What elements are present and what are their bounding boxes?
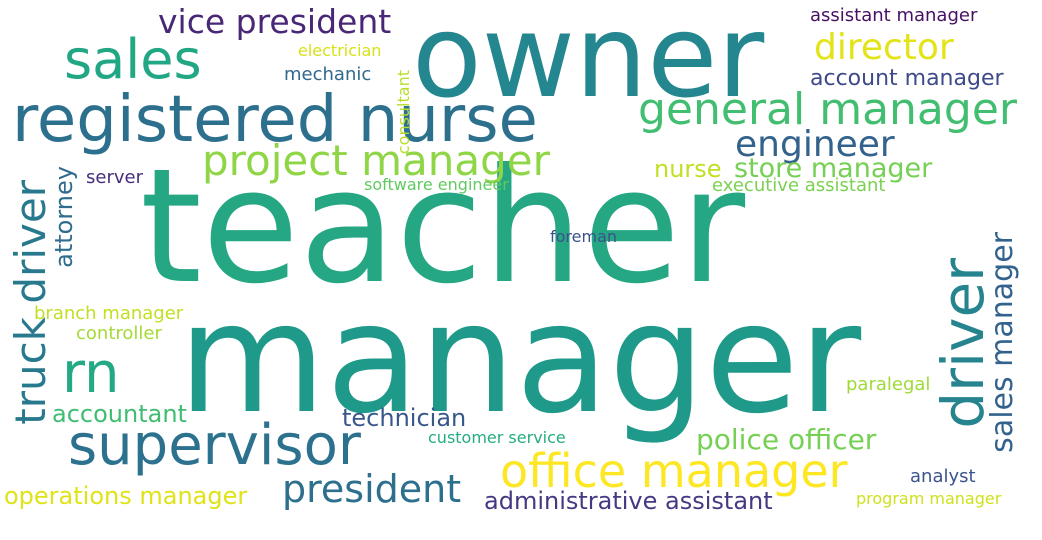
word-registered-nurse: registered nurse bbox=[12, 83, 538, 157]
word-store-manager: store manager bbox=[734, 153, 933, 184]
word-teacher: teacher bbox=[140, 135, 746, 319]
word-sales: sales bbox=[64, 28, 202, 91]
word-nurse: nurse bbox=[654, 155, 722, 183]
word-server: server bbox=[86, 167, 143, 188]
word-electrician: electrician bbox=[298, 41, 382, 60]
word-general-manager: general manager bbox=[638, 84, 1017, 135]
word-police-officer: police officer bbox=[696, 423, 877, 456]
word-administrative-assistant: administrative assistant bbox=[484, 487, 773, 515]
word-program-manager: program manager bbox=[856, 489, 1002, 508]
word-truck-driver: truck driver bbox=[6, 180, 55, 425]
word-accountant: accountant bbox=[52, 400, 187, 428]
word-assistant-manager: assistant manager bbox=[810, 5, 978, 26]
word-executive-assistant: executive assistant bbox=[712, 175, 886, 196]
word-project-manager: project manager bbox=[202, 136, 550, 185]
word-driver: driver bbox=[929, 258, 997, 429]
word-engineer: engineer bbox=[735, 124, 895, 165]
word-director: director bbox=[814, 27, 954, 68]
word-sales-manager: sales manager bbox=[985, 232, 1020, 453]
word-manager: manager bbox=[178, 270, 862, 447]
word-customer-service: customer service bbox=[428, 428, 566, 447]
word-consultant: consultant bbox=[394, 70, 413, 155]
word-office-manager: office manager bbox=[500, 444, 848, 498]
word-software-engineer: software engineer bbox=[364, 175, 509, 194]
word-technician: technician bbox=[342, 404, 467, 432]
word-vice-president: vice president bbox=[158, 2, 392, 41]
word-rn: rn bbox=[62, 341, 120, 406]
word-controller: controller bbox=[76, 323, 162, 344]
word-branch-manager: branch manager bbox=[34, 303, 184, 324]
word-operations-manager: operations manager bbox=[4, 482, 248, 510]
word-attorney: attorney bbox=[50, 166, 78, 268]
word-mechanic: mechanic bbox=[284, 64, 372, 85]
word-supervisor: supervisor bbox=[68, 413, 361, 478]
word-owner: owner bbox=[412, 0, 765, 123]
word-account-manager: account manager bbox=[810, 66, 1004, 91]
word-analyst: analyst bbox=[910, 466, 976, 487]
word-president: president bbox=[282, 467, 462, 511]
word-paralegal: paralegal bbox=[846, 374, 931, 395]
word-foreman: foreman bbox=[550, 227, 618, 246]
